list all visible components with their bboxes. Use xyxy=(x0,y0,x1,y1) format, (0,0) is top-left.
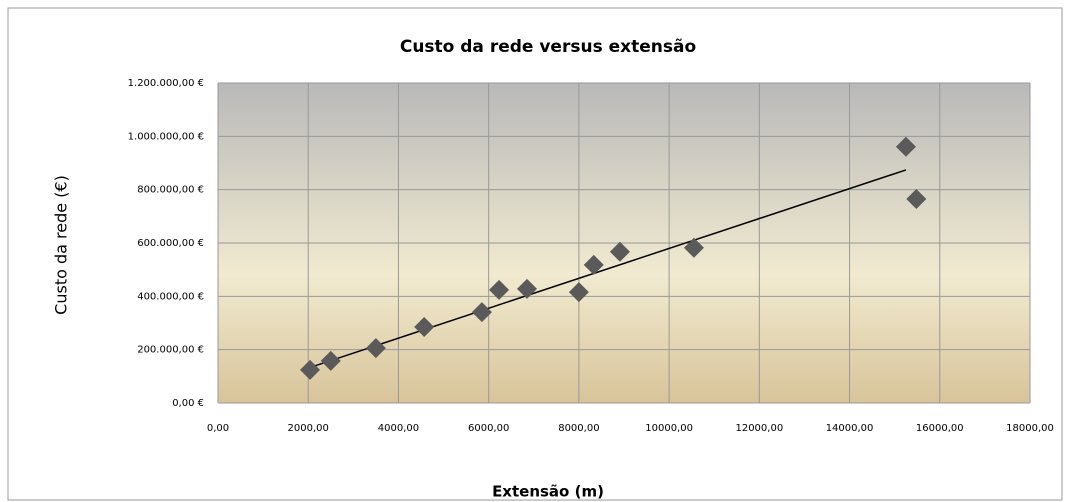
point xyxy=(906,189,927,209)
y-tick-label: 800.000,00 € xyxy=(137,185,204,196)
point xyxy=(320,350,341,371)
chart-title: Custo da rede versus extensão xyxy=(400,37,696,57)
x-axis-label: Extensão (m) xyxy=(492,483,604,501)
point xyxy=(895,136,916,157)
x-tick-label: 18000,00 xyxy=(1006,423,1054,434)
y-tick-label: 200.000,00 € xyxy=(137,345,204,356)
y-tick-label: 400.000,00 € xyxy=(137,291,204,302)
point xyxy=(471,302,492,323)
point xyxy=(583,254,604,275)
x-tick-label: 16000,00 xyxy=(916,423,964,434)
y-tick-label: 600.000,00 € xyxy=(137,238,204,249)
point xyxy=(517,278,538,299)
x-tick-label: 4000,00 xyxy=(378,423,419,434)
x-tick-label: 6000,00 xyxy=(468,423,509,434)
point xyxy=(414,317,435,337)
point xyxy=(489,279,510,300)
point xyxy=(683,237,704,258)
point xyxy=(609,241,630,262)
x-tick-label: 2000,00 xyxy=(288,423,329,434)
point xyxy=(365,338,386,359)
x-tick-label: 8000,00 xyxy=(558,423,599,434)
x-tick-label: 0,00 xyxy=(207,423,229,434)
x-tick-label: 10000,00 xyxy=(645,423,693,434)
y-tick-label: 1.200.000,00 € xyxy=(128,78,204,89)
y-tick-label: 1.000.000,00 € xyxy=(128,131,204,142)
y-axis-label: Custo da rede (€) xyxy=(52,175,71,315)
point xyxy=(300,359,321,380)
x-tick-label: 14000,00 xyxy=(826,423,874,434)
trendline xyxy=(307,169,907,369)
x-tick-label: 12000,00 xyxy=(735,423,783,434)
point xyxy=(568,282,589,303)
y-tick-label: 0,00 € xyxy=(172,398,204,409)
